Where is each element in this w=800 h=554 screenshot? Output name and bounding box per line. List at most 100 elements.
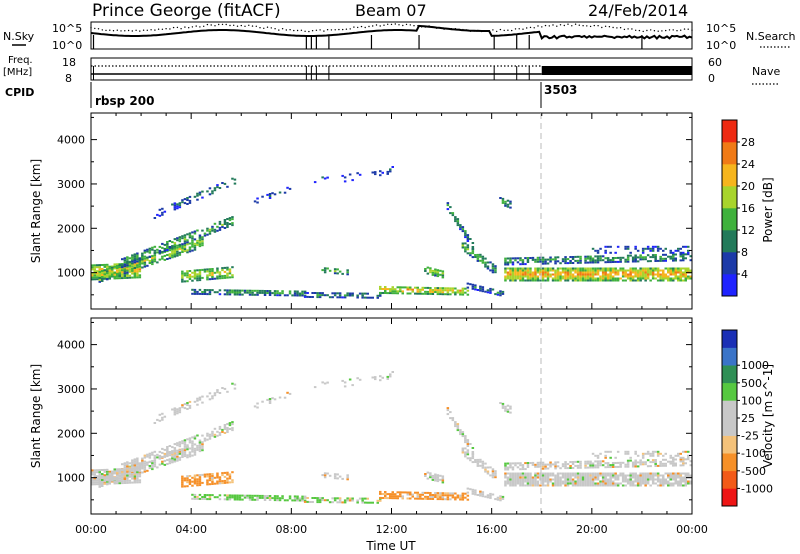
- power-cell: [103, 275, 106, 278]
- velocity-cell: [634, 480, 637, 483]
- power-cell: [258, 291, 262, 294]
- power-cell: [454, 287, 457, 290]
- power-cell: [424, 286, 427, 289]
- power-cell: [554, 269, 557, 272]
- power-cell: [228, 291, 232, 294]
- power-cell: [529, 273, 532, 276]
- power-cell: [173, 202, 177, 205]
- velocity-cell: [534, 474, 537, 477]
- velocity-cell: [323, 382, 327, 385]
- power-cell: [564, 260, 567, 263]
- velocity-cell: [126, 470, 129, 473]
- power-cell: [489, 287, 492, 290]
- velocity-cell: [198, 478, 202, 481]
- nsearch-dot: [635, 29, 637, 31]
- velocity-cell: [131, 481, 134, 484]
- velocity-cell: [98, 473, 101, 476]
- nsearch-dot: [161, 28, 164, 30]
- velocity-cell: [579, 474, 582, 477]
- velocity-cell: [611, 482, 615, 485]
- velocity-cell: [176, 408, 179, 411]
- velocity-cell: [133, 472, 137, 474]
- velocity-cell: [521, 474, 525, 477]
- nsearch-dot: [296, 29, 299, 32]
- velocity-cell: [158, 419, 162, 422]
- power-cell: [484, 263, 487, 266]
- velocity-cell: [153, 461, 157, 464]
- velocity-cell: [111, 478, 114, 481]
- velocity-cell: [619, 463, 622, 466]
- power-cell: [153, 217, 157, 219]
- velocity-cell: [98, 477, 101, 480]
- power-cell: [667, 269, 670, 272]
- velocity-cell: [128, 466, 132, 469]
- power-cell: [143, 259, 147, 262]
- velocity-cell: [667, 476, 670, 479]
- velocity-cell: [601, 480, 605, 483]
- velocity-cell: [291, 499, 294, 502]
- velocity-cell: [173, 454, 177, 457]
- velocity-cell: [599, 472, 602, 475]
- power-cell: [171, 247, 174, 250]
- power-cell: [218, 277, 222, 280]
- velocity-cell: [571, 484, 575, 487]
- power-cell: [511, 277, 515, 280]
- power-cell: [101, 276, 104, 278]
- velocity-cell: [662, 482, 665, 485]
- power-cell: [131, 254, 134, 257]
- power-cell: [118, 266, 121, 269]
- velocity-cell: [409, 493, 412, 496]
- velocity-cell: [556, 480, 560, 483]
- power-cell: [544, 271, 547, 274]
- velocity-cell: [123, 482, 127, 484]
- power-cell: [631, 267, 635, 270]
- velocity-cell: [576, 474, 580, 477]
- power-cell: [216, 277, 219, 280]
- power-cell: [323, 271, 327, 274]
- velocity-cell: [651, 452, 655, 455]
- power-cell: [93, 276, 96, 279]
- power-cell: [228, 219, 232, 222]
- velocity-cell: [571, 467, 575, 469]
- velocity-cell: [649, 461, 652, 464]
- power-cell: [554, 256, 557, 259]
- nsearch-dot: [439, 27, 441, 29]
- nsearch-dot: [289, 29, 291, 31]
- power-cell: [481, 257, 485, 260]
- power-cell: [651, 247, 655, 250]
- velocity-cell: [584, 472, 587, 475]
- power-cell: [604, 269, 607, 272]
- power-cell: [531, 256, 535, 259]
- velocity-cell: [263, 495, 267, 497]
- power-cell: [198, 292, 202, 295]
- velocity-cell: [564, 474, 567, 477]
- power-cell: [662, 249, 665, 252]
- velocity-cell: [208, 483, 212, 486]
- power-cell: [484, 290, 487, 293]
- power-cell: [106, 275, 109, 278]
- power-cell: [133, 268, 137, 271]
- power-cell: [534, 279, 537, 282]
- power-cell: [561, 260, 565, 263]
- power-cell: [531, 271, 535, 274]
- velocity-cell: [268, 398, 272, 400]
- power-cell: [591, 279, 595, 282]
- power-cell: [103, 269, 106, 272]
- velocity-cell: [554, 461, 557, 464]
- power-cell: [121, 264, 124, 267]
- velocity-cell: [564, 476, 567, 479]
- power-cell: [133, 267, 137, 269]
- velocity-cell: [168, 445, 172, 447]
- velocity-cell: [331, 501, 334, 504]
- power-cell: [504, 259, 507, 262]
- velocity-cell: [606, 480, 610, 483]
- power-cell: [313, 181, 317, 184]
- velocity-cell: [141, 467, 144, 470]
- power-cell: [176, 244, 179, 247]
- nsearch-dot: [326, 29, 329, 31]
- power-cell: [121, 271, 124, 274]
- velocity-cell: [253, 498, 257, 501]
- power-cell: [571, 267, 575, 270]
- velocity-cell: [223, 475, 227, 478]
- power-cell: [506, 261, 510, 264]
